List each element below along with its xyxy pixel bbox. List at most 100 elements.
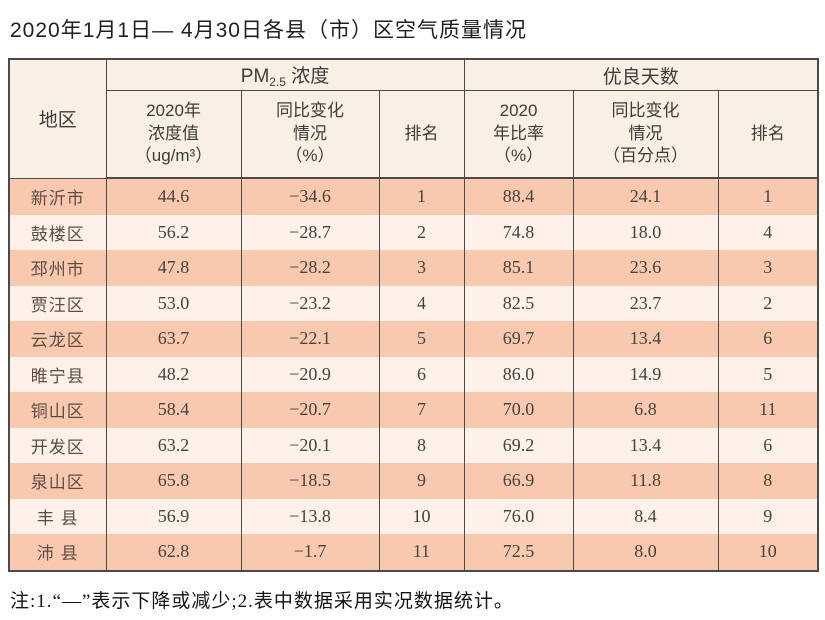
region-cell: 鼓楼区 <box>8 214 107 250</box>
region-cell: 铜山区 <box>8 392 107 428</box>
value-cell: 47.8 <box>105 250 242 286</box>
value-cell: 3 <box>717 250 819 286</box>
value-cell: 76.0 <box>463 498 574 534</box>
value-cell: 56.2 <box>105 214 242 250</box>
value-cell: 6 <box>378 356 465 392</box>
value-cell: 13.4 <box>572 321 719 357</box>
value-cell: 88.4 <box>463 178 574 215</box>
value-cell: 82.5 <box>463 285 574 321</box>
value-cell: 8.0 <box>572 534 719 571</box>
value-cell: 5 <box>378 321 465 357</box>
region-cell: 睢宁县 <box>8 356 107 392</box>
table-row: 邳州市 47.8 −28.2 3 85.1 23.6 3 <box>8 250 819 286</box>
value-cell: 63.2 <box>105 427 242 463</box>
value-cell: 63.7 <box>105 321 242 357</box>
table-row: 泉山区 65.8 −18.5 9 66.9 11.8 8 <box>8 463 819 499</box>
value-cell: −34.6 <box>240 178 380 215</box>
value-cell: 8 <box>717 463 819 499</box>
value-cell: 4 <box>717 214 819 250</box>
page-title: 2020年1月1日— 4月30日各县（市）区空气质量情况 <box>10 19 527 42</box>
table-body: 新沂市 44.6 −34.6 1 88.4 24.1 1 鼓楼区 56.2 −28.7 2 74.8 1… <box>8 178 819 571</box>
region-cell: 沛 县 <box>8 534 107 571</box>
region-cell: 云龙区 <box>8 321 107 357</box>
value-cell: 74.8 <box>463 214 574 250</box>
value-cell: 8.4 <box>572 498 719 534</box>
value-cell: 9 <box>717 498 819 534</box>
value-cell: −13.8 <box>240 498 380 534</box>
value-cell: −20.1 <box>240 427 380 463</box>
value-cell: −22.1 <box>240 321 380 357</box>
value-cell: 13.4 <box>572 427 719 463</box>
region-cell: 新沂市 <box>8 178 107 215</box>
column-header-pm-value: 2020年 浓度值 （ug/m³） <box>105 90 242 179</box>
column-group-pm25: PM2.5 浓度 <box>105 59 465 91</box>
value-cell: 62.8 <box>105 534 242 571</box>
value-cell: 18.0 <box>572 214 719 250</box>
pm-label-prefix: PM <box>240 66 270 87</box>
value-cell: 1 <box>378 178 465 215</box>
value-cell: 10 <box>378 498 465 534</box>
region-cell: 邳州市 <box>8 250 107 286</box>
value-cell: 5 <box>717 356 819 392</box>
value-cell: 58.4 <box>105 392 242 428</box>
footnote: 注:1.“—”表示下降或减少;2.表中数据采用实况数据统计。 <box>10 590 514 612</box>
value-cell: 7 <box>378 392 465 428</box>
value-cell: 3 <box>378 250 465 286</box>
value-cell: 70.0 <box>463 392 574 428</box>
column-header-region: 地区 <box>8 59 107 179</box>
value-cell: 6.8 <box>572 392 719 428</box>
table-row: 丰 县 56.9 −13.8 10 76.0 8.4 9 <box>8 498 819 534</box>
region-cell: 泉山区 <box>8 463 107 499</box>
value-cell: 4 <box>378 285 465 321</box>
value-cell: 2 <box>717 285 819 321</box>
value-cell: 24.1 <box>572 178 719 215</box>
column-header-gd-change: 同比变化 情况 （百分点） <box>572 90 719 179</box>
value-cell: −1.7 <box>240 534 380 571</box>
table-row: 鼓楼区 56.2 −28.7 2 74.8 18.0 4 <box>8 214 819 250</box>
value-cell: 69.2 <box>463 427 574 463</box>
value-cell: 10 <box>717 534 819 571</box>
value-cell: 11 <box>717 392 819 428</box>
column-header-pm-rank: 排名 <box>378 90 465 179</box>
table-row: 新沂市 44.6 −34.6 1 88.4 24.1 1 <box>8 178 819 215</box>
table-header: 地区 PM2.5 浓度 优良天数 2020年 浓度值 （ug/m³） 同比变化 … <box>8 59 819 179</box>
value-cell: 72.5 <box>463 534 574 571</box>
table-row: 开发区 63.2 −20.1 8 69.2 13.4 6 <box>8 427 819 463</box>
column-header-pm-change: 同比变化 情况 （%） <box>240 90 380 179</box>
value-cell: 85.1 <box>463 250 574 286</box>
value-cell: 8 <box>378 427 465 463</box>
value-cell: 6 <box>717 427 819 463</box>
value-cell: 48.2 <box>105 356 242 392</box>
value-cell: 86.0 <box>463 356 574 392</box>
value-cell: 65.8 <box>105 463 242 499</box>
region-cell: 贾汪区 <box>8 285 107 321</box>
air-quality-table: 地区 PM2.5 浓度 优良天数 2020年 浓度值 （ug/m³） 同比变化 … <box>8 58 820 572</box>
value-cell: −20.7 <box>240 392 380 428</box>
value-cell: 14.9 <box>572 356 719 392</box>
table-row: 云龙区 63.7 −22.1 5 69.7 13.4 6 <box>8 321 819 357</box>
table-row: 沛 县 62.8 −1.7 11 72.5 8.0 10 <box>8 534 819 571</box>
value-cell: 23.7 <box>572 285 719 321</box>
value-cell: 1 <box>717 178 819 215</box>
value-cell: 69.7 <box>463 321 574 357</box>
value-cell: −23.2 <box>240 285 380 321</box>
table-row: 铜山区 58.4 −20.7 7 70.0 6.8 11 <box>8 392 819 428</box>
region-cell: 丰 县 <box>8 498 107 534</box>
value-cell: −18.5 <box>240 463 380 499</box>
value-cell: 6 <box>717 321 819 357</box>
value-cell: −28.2 <box>240 250 380 286</box>
value-cell: −20.9 <box>240 356 380 392</box>
value-cell: 66.9 <box>463 463 574 499</box>
value-cell: 44.6 <box>105 178 242 215</box>
value-cell: 56.9 <box>105 498 242 534</box>
value-cell: −28.7 <box>240 214 380 250</box>
value-cell: 23.6 <box>572 250 719 286</box>
value-cell: 11.8 <box>572 463 719 499</box>
table-row: 贾汪区 53.0 −23.2 4 82.5 23.7 2 <box>8 285 819 321</box>
pm-label-subscript: 2.5 <box>269 75 286 89</box>
column-header-gd-rank: 排名 <box>717 90 819 179</box>
column-group-good-days: 优良天数 <box>463 59 819 91</box>
column-header-gd-ratio: 2020 年比率 （%） <box>463 90 574 179</box>
value-cell: 11 <box>378 534 465 571</box>
